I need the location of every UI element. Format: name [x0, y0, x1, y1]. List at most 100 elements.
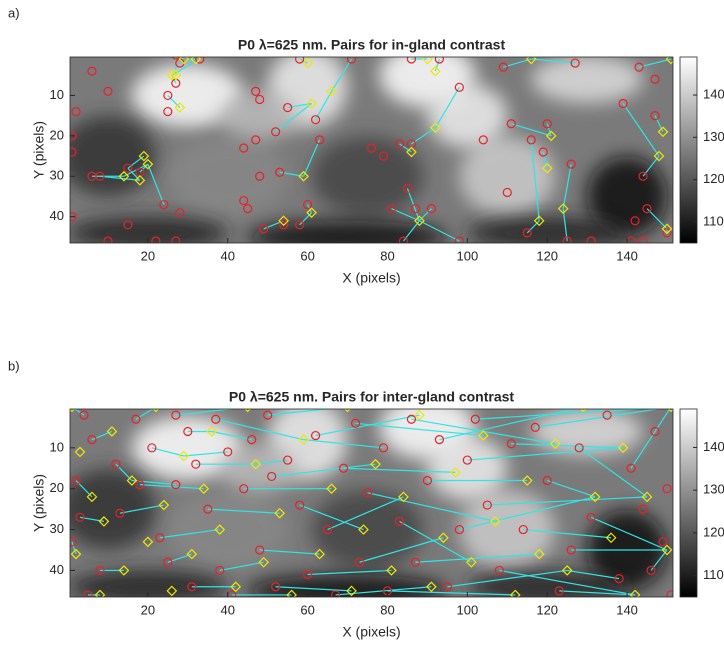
y-tick-label: 30 [50, 168, 64, 183]
diamond-marker [326, 483, 337, 495]
circle-marker [159, 199, 169, 210]
diamond-marker [174, 102, 186, 113]
circle-marker [426, 204, 437, 214]
pair-line [590, 516, 668, 551]
pair-line [307, 569, 392, 576]
circle-marker [338, 463, 349, 473]
circle-marker [175, 208, 185, 218]
pair-line [511, 443, 624, 449]
circle-marker [422, 475, 433, 486]
circle-marker [251, 86, 261, 96]
diamond-marker [198, 483, 210, 495]
diamond-marker [244, 409, 252, 413]
pair-line [315, 414, 420, 437]
circle-marker [303, 569, 313, 580]
diamond-marker [489, 516, 501, 527]
pair-line [315, 91, 333, 120]
circle-marker [151, 236, 161, 243]
plot-area [70, 57, 673, 243]
heatmap-texture [70, 216, 228, 243]
circle-marker [586, 512, 596, 522]
circle-marker [239, 143, 249, 153]
diamond-marker [86, 491, 98, 503]
y-axis-label: Y (pixels) [31, 474, 47, 532]
pair-line [355, 422, 484, 437]
pair-line [259, 549, 320, 555]
pair-line [499, 569, 636, 596]
diamond-marker [118, 565, 130, 576]
circle-marker [642, 204, 652, 214]
heatmap-texture [131, 63, 244, 128]
circle-marker [75, 512, 85, 522]
colorbar-tick-label: 140 [703, 86, 724, 101]
circle-marker [454, 524, 464, 535]
diamond-marker [346, 585, 357, 597]
circle-marker [638, 171, 648, 181]
colorbar-tick-label: 120 [703, 171, 724, 186]
pair-line [531, 58, 576, 64]
panel-label: a) [8, 5, 20, 20]
diamond-marker [278, 215, 289, 227]
circle-marker [171, 480, 181, 490]
circle-marker [255, 545, 265, 555]
diamond-marker [533, 548, 545, 560]
circle-marker [330, 590, 341, 597]
circle-marker [255, 171, 265, 181]
diamond-marker [302, 57, 313, 69]
pair-line [159, 528, 220, 539]
pair-line [275, 103, 312, 133]
diamond-marker [665, 57, 673, 65]
diamond-marker [398, 491, 409, 503]
pair-line [71, 541, 77, 555]
circle-marker [195, 57, 205, 64]
x-tick-label: 40 [221, 602, 235, 617]
pair-line [399, 520, 472, 563]
pair-line [271, 463, 376, 478]
diamond-marker [557, 203, 569, 214]
circle-marker [570, 58, 580, 68]
circle-marker [518, 524, 528, 535]
pair-line [434, 87, 460, 129]
pair-line [411, 127, 436, 145]
circle-marker [135, 480, 145, 490]
circle-marker [171, 236, 181, 243]
circle-marker [522, 228, 532, 238]
diamond-marker [629, 589, 641, 597]
pair-line [207, 508, 280, 514]
circle-marker [650, 111, 660, 121]
heatmap-texture [467, 570, 628, 597]
circle-marker [103, 86, 113, 96]
diamond-marker [306, 98, 317, 109]
diamond-marker [138, 150, 150, 162]
plot-area [70, 409, 673, 597]
diamond-marker [250, 458, 262, 470]
circle-marker [70, 537, 77, 547]
diamond-marker [521, 475, 533, 486]
diamond-marker [142, 536, 154, 548]
circle-marker [406, 57, 417, 64]
circle-marker [243, 204, 253, 214]
colorbar-tick-label: 130 [703, 129, 724, 144]
circle-marker [406, 414, 417, 424]
circle-marker [223, 447, 233, 457]
pair-line [419, 220, 460, 242]
circle-marker [187, 582, 197, 592]
diamond-marker [605, 532, 617, 544]
circle-marker [83, 590, 93, 597]
x-tick-label: 40 [221, 248, 235, 263]
circle-marker [275, 167, 285, 177]
pair-line [542, 151, 548, 169]
pair-line [439, 409, 577, 441]
heatmap-texture [70, 116, 156, 197]
circle-marker [538, 147, 548, 157]
circle-marker [350, 418, 361, 428]
pair-line [331, 58, 353, 92]
diamond-marker [206, 426, 218, 437]
x-tick-label: 60 [300, 602, 314, 617]
pair-line [562, 208, 568, 242]
diamond-marker [430, 65, 441, 77]
pair-line [562, 164, 572, 209]
diamond-marker [298, 170, 309, 182]
diamond-marker [450, 466, 461, 478]
diamond-marker [370, 458, 381, 470]
